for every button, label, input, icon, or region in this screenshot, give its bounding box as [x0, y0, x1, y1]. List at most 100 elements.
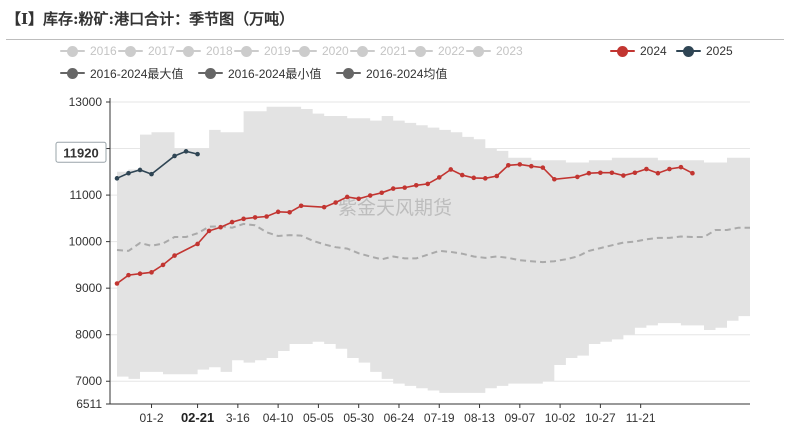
legend-item-2025[interactable]: 2025	[676, 42, 733, 60]
data-point-2024	[655, 170, 661, 176]
data-point-2024	[494, 173, 500, 179]
data-point-2024	[413, 183, 419, 188]
y-tick-label: 7000	[75, 374, 102, 388]
legend-item-2016[interactable]: 2016	[60, 42, 117, 60]
legend-marker-icon	[350, 44, 375, 58]
data-point-2024	[529, 163, 534, 169]
data-point-2024	[598, 170, 603, 176]
legend-item-2022[interactable]: 2022	[408, 42, 465, 60]
legend-item-2021[interactable]: 2021	[350, 42, 407, 60]
y-tick-label: 13000	[69, 95, 103, 109]
data-point-2024	[552, 176, 557, 182]
data-point-2024	[114, 281, 120, 286]
legend-label: 2016-2024最大值	[90, 66, 184, 81]
legend-item-2018[interactable]: 2018	[176, 42, 233, 60]
data-point-2025	[149, 171, 154, 177]
legend-label: 2021	[380, 44, 407, 58]
data-point-2024	[471, 175, 477, 181]
legend-marker-icon	[60, 66, 85, 80]
data-point-2024	[287, 210, 292, 215]
data-point-2024	[390, 186, 396, 191]
legend-item-2019[interactable]: 2019	[234, 42, 291, 60]
data-point-2024	[402, 185, 408, 190]
data-point-2024	[678, 164, 684, 170]
x-tick-label: 05-30	[343, 411, 374, 425]
data-point-2024	[229, 219, 235, 225]
chart-title: 【I】库存:粉矿:港口合计：季节图（万吨）	[6, 10, 295, 28]
legend-label: 2018	[206, 44, 233, 58]
data-point-2024	[586, 170, 592, 176]
data-point-2024	[264, 214, 269, 219]
data-point-2024	[126, 272, 131, 278]
x-tick-label: 04-10	[263, 411, 294, 425]
data-point-2025	[126, 170, 131, 176]
x-tick-label: 10-02	[545, 411, 576, 425]
data-point-2024	[425, 181, 431, 187]
legend-label: 2016-2024最小值	[228, 66, 322, 81]
x-tick-label: 01-2	[140, 411, 164, 425]
data-point-2024	[459, 172, 465, 178]
legend-marker-icon	[60, 44, 85, 58]
watermark: 紫金天风期货	[338, 197, 452, 219]
x-tick-label: 3-16	[226, 411, 250, 425]
data-point-2024	[241, 216, 246, 222]
x-tick-label: 10-27	[585, 411, 616, 425]
x-tick-label: 08-13	[464, 411, 495, 425]
data-point-2025	[137, 167, 143, 173]
data-point-2024	[517, 162, 523, 167]
max-min-band	[117, 106, 750, 393]
legend-marker-icon	[198, 66, 223, 80]
legend-marker-icon	[676, 44, 701, 58]
data-point-2024	[206, 228, 212, 234]
legend-marker-icon	[292, 44, 317, 58]
data-point-2024	[137, 271, 143, 277]
legend-marker-icon	[408, 44, 433, 58]
legend-label: 2022	[438, 44, 465, 58]
legend-item-2016-2024最小值[interactable]: 2016-2024最小值	[198, 64, 321, 82]
data-point-2024	[448, 167, 454, 172]
legend-marker-icon	[466, 44, 491, 58]
legend-label: 2016	[90, 44, 117, 58]
data-point-2024	[436, 175, 442, 180]
legend-marker-icon	[336, 66, 361, 80]
data-point-2024	[160, 262, 166, 268]
legend-label: 2023	[496, 44, 523, 58]
legend-marker-icon	[118, 44, 143, 58]
data-point-2024	[644, 166, 649, 172]
legend-label: 2017	[148, 44, 175, 58]
x-tick-label: 07-19	[424, 411, 455, 425]
data-point-2024	[506, 162, 511, 168]
data-point-2024	[632, 170, 638, 176]
y-tick-label: 6511	[76, 397, 102, 411]
data-point-2024	[575, 174, 580, 180]
legend-item-2016-2024均值[interactable]: 2016-2024均值	[336, 64, 447, 82]
data-point-2024	[275, 209, 281, 215]
legend-item-2017[interactable]: 2017	[118, 42, 175, 60]
legend-item-2023[interactable]: 2023	[466, 42, 523, 60]
data-point-2024	[609, 170, 615, 176]
legend-label: 2019	[264, 44, 291, 58]
data-point-2024	[298, 203, 304, 209]
title-divider	[6, 39, 784, 40]
data-point-2025	[195, 151, 200, 157]
legend-label: 2016-2024均值	[366, 66, 448, 81]
data-point-2024	[333, 200, 338, 205]
legend-label: 2025	[706, 44, 733, 58]
legend-label: 2024	[640, 44, 667, 58]
legend-item-2024[interactable]: 2024	[610, 42, 667, 60]
data-point-2024	[379, 190, 385, 196]
data-point-2024	[195, 241, 200, 247]
data-point-2024	[344, 194, 350, 200]
current-value-label: 11920	[63, 145, 98, 160]
legend-marker-icon	[234, 44, 259, 58]
legend-item-2016-2024最大值[interactable]: 2016-2024最大值	[60, 64, 183, 82]
y-tick-label: 11000	[70, 188, 103, 202]
x-tick-label: 09-07	[504, 411, 535, 425]
legend: 2016 2017 2018 2019 2020 2021 2022 2023 2024 2025…	[0, 42, 792, 86]
data-point-2025	[183, 149, 189, 154]
data-point-2025	[114, 176, 120, 181]
data-point-2024	[690, 170, 695, 176]
current-value-box	[55, 141, 107, 163]
legend-item-2020[interactable]: 2020	[292, 42, 349, 60]
